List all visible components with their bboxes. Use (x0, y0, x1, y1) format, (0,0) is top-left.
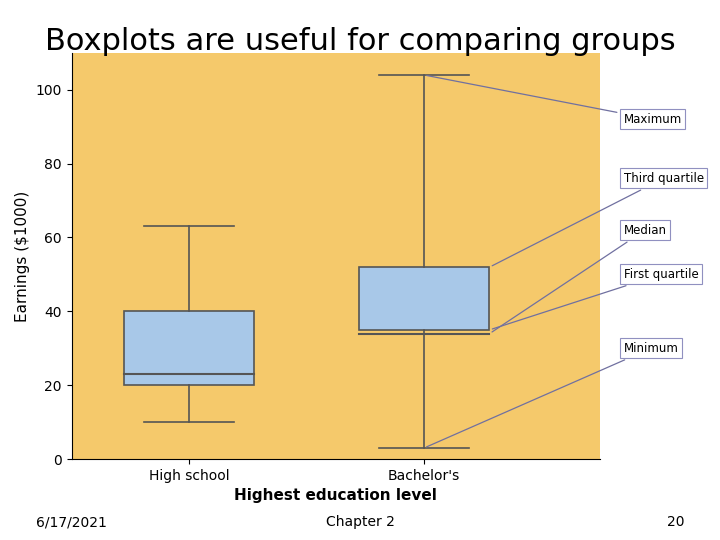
Text: Boxplots are useful for comparing groups: Boxplots are useful for comparing groups (45, 27, 675, 56)
Text: Median: Median (492, 224, 667, 332)
Text: First quartile: First quartile (492, 268, 698, 329)
Text: Minimum: Minimum (426, 342, 678, 447)
Y-axis label: Earnings ($1000): Earnings ($1000) (15, 190, 30, 322)
FancyBboxPatch shape (359, 267, 488, 330)
Text: Chapter 2: Chapter 2 (325, 515, 395, 529)
X-axis label: Highest education level: Highest education level (235, 488, 437, 503)
Text: 6/17/2021: 6/17/2021 (36, 515, 107, 529)
Text: Third quartile: Third quartile (492, 172, 703, 266)
FancyBboxPatch shape (125, 312, 253, 385)
Text: 20: 20 (667, 515, 684, 529)
Text: Maximum: Maximum (427, 76, 682, 126)
